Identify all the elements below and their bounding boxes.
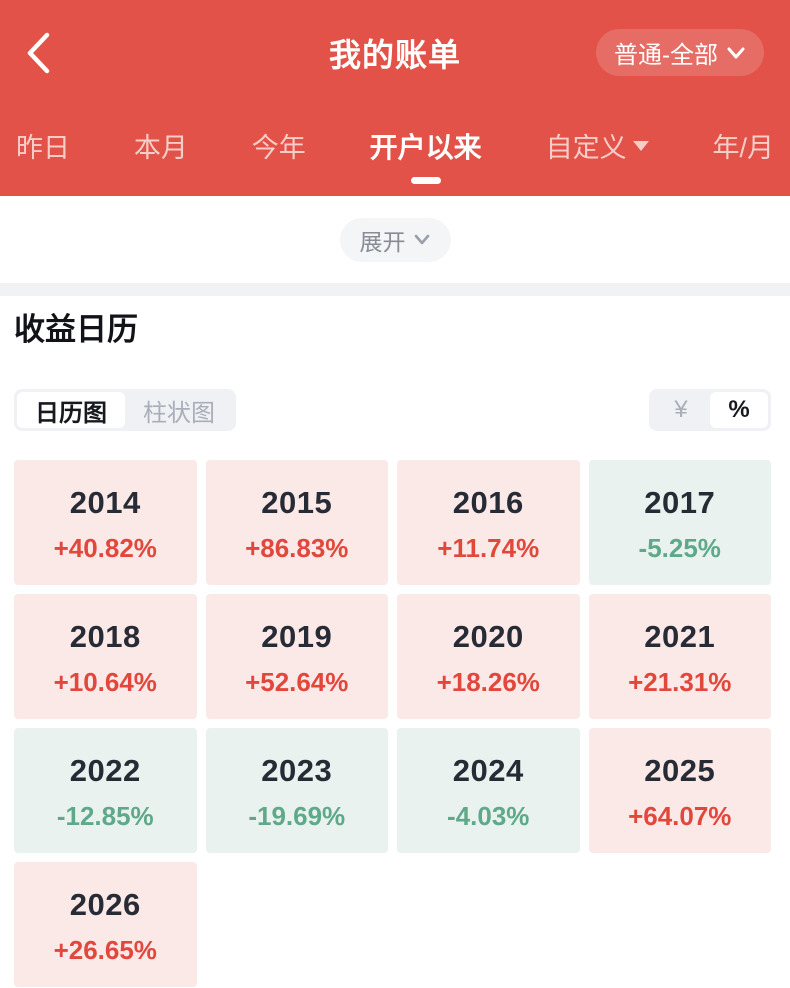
year-card-2016[interactable]: 2016 +11.74% (397, 460, 580, 585)
unit-toggle: ¥ % (649, 389, 771, 431)
chevron-down-icon (727, 47, 745, 58)
year-card-2021[interactable]: 2021 +21.31% (588, 594, 771, 719)
year-card-2018[interactable]: 2018 +10.64% (14, 594, 197, 719)
tab-underline (728, 176, 758, 183)
tab-this-month[interactable]: 本月 (134, 105, 188, 196)
tab-underline (146, 176, 176, 183)
view-mode-toggle: 日历图 柱状图 (14, 389, 236, 431)
tab-year-month[interactable]: 年/月 (712, 105, 774, 196)
year-card-2015[interactable]: 2015 +86.83% (205, 460, 388, 585)
toggle-unit-yuan[interactable]: ¥ (674, 396, 688, 423)
earnings-calendar-section: 收益日历 日历图 柱状图 ¥ % 2014 +40.82% 2015 +86.8… (0, 296, 790, 988)
year-card-2022[interactable]: 2022 -12.85% (14, 728, 197, 853)
year-card-2014[interactable]: 2014 +40.82% (14, 460, 197, 585)
tab-underline (28, 176, 58, 183)
tab-since-account-opening[interactable]: 开户以来 (370, 105, 482, 196)
header: 我的账单 普通-全部 昨日 本月 今年 开户以来 (0, 0, 790, 196)
active-tab-underline (410, 177, 441, 184)
calendar-controls: 日历图 柱状图 ¥ % (14, 389, 771, 431)
year-card-2019[interactable]: 2019 +52.64% (205, 594, 388, 719)
tab-custom-range[interactable]: 自定义 (546, 105, 649, 196)
section-title: 收益日历 (14, 312, 138, 347)
tab-yesterday[interactable]: 昨日 (16, 105, 70, 196)
period-tabs: 昨日 本月 今年 开户以来 自定义 (0, 105, 790, 196)
tab-underline (582, 176, 612, 183)
page-title: 我的账单 (328, 36, 461, 73)
expand-button[interactable]: 展开 (339, 217, 451, 262)
tab-this-year[interactable]: 今年 (252, 105, 306, 196)
year-card-2020[interactable]: 2020 +18.26% (397, 594, 580, 719)
expand-label: 展开 (359, 228, 406, 255)
summary-collapsed-area: 展开 (0, 196, 790, 283)
section-divider (0, 283, 790, 296)
account-filter-dropdown[interactable]: 普通-全部 (596, 29, 764, 76)
chevron-down-icon (414, 234, 429, 245)
yearly-returns-grid: 2014 +40.82% 2015 +86.83% 2016 +11.74% 2… (14, 460, 771, 987)
year-card-2017[interactable]: 2017 -5.25% (588, 460, 771, 585)
year-card-2025[interactable]: 2025 +64.07% (588, 728, 771, 853)
toggle-calendar-view[interactable]: 日历图 (17, 392, 125, 428)
year-card-2023[interactable]: 2023 -19.69% (205, 728, 388, 853)
tab-underline (264, 176, 294, 183)
toggle-unit-percent[interactable]: % (710, 392, 768, 428)
triangle-down-icon (632, 140, 649, 151)
account-filter-label: 普通-全部 (614, 42, 718, 69)
header-top-bar: 我的账单 普通-全部 (0, 0, 790, 105)
back-button[interactable] (16, 30, 60, 76)
chevron-left-icon (27, 32, 50, 74)
toggle-bar-chart-view[interactable]: 柱状图 (143, 399, 215, 427)
year-card-2024[interactable]: 2024 -4.03% (397, 728, 580, 853)
year-card-2026[interactable]: 2026 +26.65% (14, 862, 197, 987)
